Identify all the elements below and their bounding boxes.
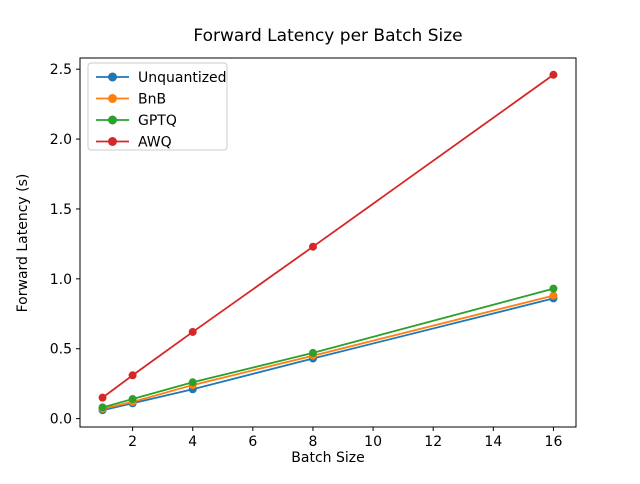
series-awq — [98, 70, 558, 402]
x-tick-label: 12 — [424, 434, 442, 450]
plot-frame — [79, 57, 577, 428]
data-point-marker — [128, 371, 137, 380]
legend-box — [87, 62, 228, 151]
legend-entry: BnB — [96, 92, 166, 108]
legend-entry-label: GPTQ — [138, 113, 177, 129]
y-tick-label: 2.0 — [50, 132, 72, 148]
y-axis: 0.0 0.5 1.0 1.5 2.0 2.5 — [50, 62, 80, 428]
legend-entry: AWQ — [96, 135, 172, 151]
x-tick-label: 2 — [128, 434, 137, 450]
data-point-marker — [98, 393, 107, 402]
legend-entry-label: Unquantized — [138, 70, 227, 86]
axes-frame — [79, 57, 577, 428]
y-tick-label: 0.0 — [50, 412, 72, 428]
x-axis: 2 4 6 8 10 12 14 16 — [128, 427, 562, 450]
legend-marker — [108, 115, 117, 125]
y-tick-label: 0.5 — [50, 342, 72, 358]
legend-entry: GPTQ — [96, 113, 177, 129]
y-tick-label: 1.0 — [50, 272, 72, 288]
legend-entry-label: BnB — [138, 92, 166, 108]
legend-marker — [108, 94, 117, 103]
series-line — [102, 297, 554, 412]
legend-marker — [108, 137, 117, 146]
y-tick-label: 2.5 — [50, 62, 72, 78]
data-point-marker — [128, 395, 137, 404]
data-point-marker — [549, 291, 558, 300]
y-axis-label: Forward Latency (s) — [15, 174, 31, 313]
series-lines — [98, 70, 558, 415]
data-point-marker — [308, 242, 317, 251]
y-tick-label: 1.5 — [50, 202, 72, 218]
legend-entry-label: AWQ — [138, 135, 172, 151]
data-point-marker — [308, 348, 317, 357]
x-tick-label: 16 — [545, 434, 563, 450]
x-tick-label: 10 — [364, 434, 382, 450]
x-tick-label: 14 — [484, 434, 502, 450]
series-line — [102, 294, 554, 410]
legend: Unquantized BnB GPTQ AWQ — [87, 62, 228, 151]
series-gptq — [98, 284, 558, 412]
data-point-marker — [549, 70, 558, 79]
x-tick-label: 8 — [309, 434, 318, 450]
x-tick-label: 4 — [188, 434, 197, 450]
x-axis-label: Batch Size — [291, 450, 364, 466]
legend-entry: Unquantized — [96, 70, 227, 86]
legend-marker — [108, 72, 117, 82]
data-point-marker — [188, 327, 197, 336]
data-point-marker — [549, 284, 558, 293]
x-tick-label: 6 — [248, 434, 257, 450]
chart-title: Forward Latency per Batch Size — [193, 26, 462, 46]
data-point-marker — [98, 403, 107, 412]
data-point-marker — [188, 378, 197, 387]
